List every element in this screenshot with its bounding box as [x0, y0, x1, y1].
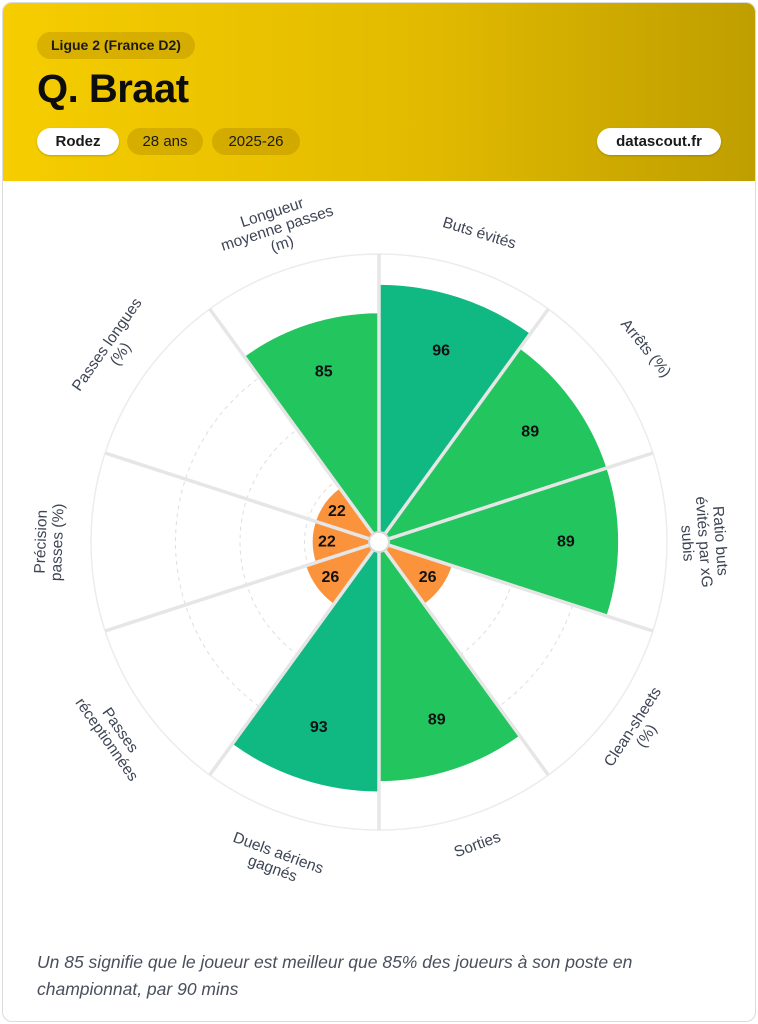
value-label: 85 — [315, 363, 333, 380]
value-label: 22 — [318, 534, 336, 551]
value-label: 93 — [310, 719, 328, 736]
slice-separator — [208, 307, 375, 535]
slice-separator — [104, 543, 371, 633]
slice-separator — [387, 543, 654, 633]
value-bars — [231, 283, 620, 793]
league-badge: Ligue 2 (France D2) — [37, 32, 195, 59]
age-badge: 28 ans — [127, 128, 203, 155]
axis-label: Sorties — [452, 829, 503, 862]
center-hub — [368, 531, 390, 553]
value-label: 89 — [428, 711, 446, 728]
axis-label: Ratio butsévités par xGsubis — [675, 495, 731, 590]
value-label: 89 — [521, 424, 539, 441]
value-labels: 96 89 89 26 89 93 26 22 22 85 — [310, 342, 575, 736]
slice-separator — [383, 307, 550, 535]
footnote: Un 85 signifie que le joueur est meilleu… — [37, 952, 633, 999]
site-badge: datascout.fr — [597, 128, 721, 155]
value-label: 26 — [321, 569, 339, 586]
value-label: 89 — [557, 534, 575, 551]
axis-label: Précisionpasses (%) — [31, 503, 67, 582]
value-label: 26 — [419, 569, 437, 586]
axis-label: Longueurmoyenne passes(m) — [214, 187, 341, 271]
season-badge: 2025-26 — [212, 128, 300, 155]
pizza-chart: 96 89 89 26 89 93 26 22 22 85 Buts évités Arrêts (… — [31, 187, 731, 893]
value-label: 22 — [328, 503, 346, 520]
axis-label: Arrêts (%) — [617, 316, 674, 381]
slice-separators — [104, 254, 654, 830]
axis-label: Duels aériensgagnés — [225, 829, 326, 893]
axis-label: Buts évités — [441, 214, 519, 252]
club-badge: Rodez — [37, 128, 119, 155]
value-label: 96 — [432, 342, 450, 359]
header-banner: Ligue 2 (France D2) Q. Braat Rodez 28 an… — [3, 3, 755, 181]
player-name: Q. Braat — [37, 67, 189, 111]
slice-separator — [383, 549, 550, 777]
slice-separator — [104, 451, 371, 541]
slice-separator — [387, 451, 654, 541]
slice-separator — [208, 549, 375, 777]
